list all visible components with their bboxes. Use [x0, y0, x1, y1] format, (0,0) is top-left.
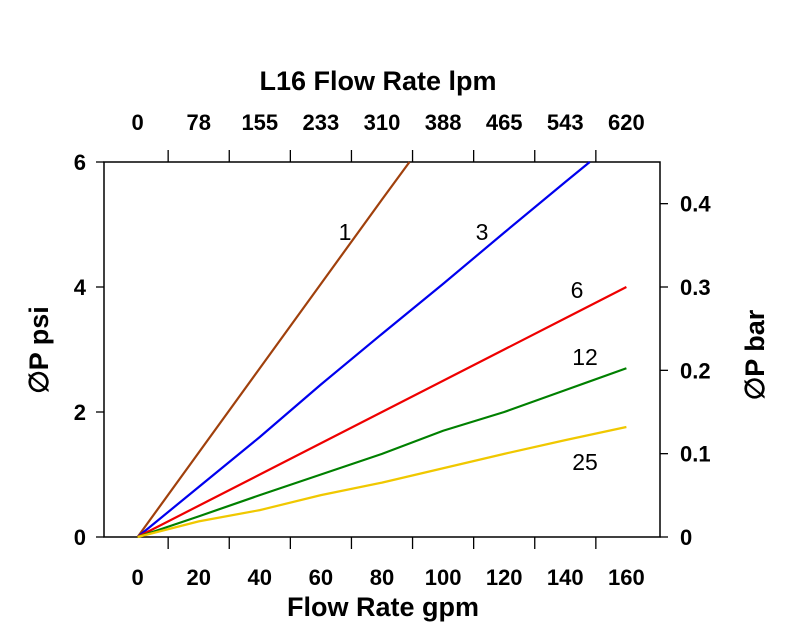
- y-tick-label: 2: [74, 400, 86, 425]
- series-line-1: [136, 161, 411, 538]
- x-tick-label: 120: [486, 565, 523, 590]
- x-top-tick-label: 78: [186, 110, 210, 135]
- y2-tick-label: 0: [680, 525, 692, 550]
- y2-tick-label: 0.1: [680, 442, 711, 467]
- series-line-12: [137, 367, 627, 539]
- x-top-tick-label: 620: [608, 110, 645, 135]
- series-label-3: 3: [476, 219, 489, 245]
- series-line-6: [137, 286, 627, 538]
- x-tick-label: 40: [248, 565, 272, 590]
- y2-tick-label: 0.3: [680, 275, 711, 300]
- x-axis-title: Flow Rate gpm: [287, 592, 479, 622]
- x-tick-label: 60: [309, 565, 333, 590]
- series-label-12: 12: [572, 344, 598, 370]
- x-tick-label: 20: [186, 565, 210, 590]
- y2-tick-label: 0.4: [680, 192, 711, 217]
- x-top-tick-label: 310: [364, 110, 401, 135]
- series-label-25: 25: [572, 449, 598, 475]
- x-tick-label: 100: [425, 565, 462, 590]
- x-top-tick-label: 233: [303, 110, 340, 135]
- y2-axis-title: ∅P bar: [740, 309, 770, 400]
- x-tick-label: 160: [608, 565, 645, 590]
- series-label-6: 6: [571, 277, 584, 303]
- x-top-tick-label: 465: [486, 110, 523, 135]
- x-tick-label: 140: [547, 565, 584, 590]
- y-tick-label: 4: [74, 275, 87, 300]
- top-axis-title: L16 Flow Rate lpm: [259, 66, 496, 96]
- series-label-1: 1: [339, 219, 352, 245]
- series-line-25: [137, 425, 627, 539]
- x-top-tick-label: 0: [131, 110, 143, 135]
- plot-frame: [103, 161, 661, 538]
- y-axis-title: ∅P psi: [24, 306, 54, 394]
- y2-tick-label: 0.2: [680, 358, 711, 383]
- y-tick-label: 6: [74, 150, 86, 175]
- x-top-tick-label: 155: [241, 110, 278, 135]
- x-top-tick-label: 543: [547, 110, 584, 135]
- x-tick-label: 80: [370, 565, 394, 590]
- x-top-tick-label: 388: [425, 110, 462, 135]
- y-tick-label: 0: [74, 525, 86, 550]
- series-line-3: [136, 161, 591, 538]
- x-tick-label: 0: [131, 565, 143, 590]
